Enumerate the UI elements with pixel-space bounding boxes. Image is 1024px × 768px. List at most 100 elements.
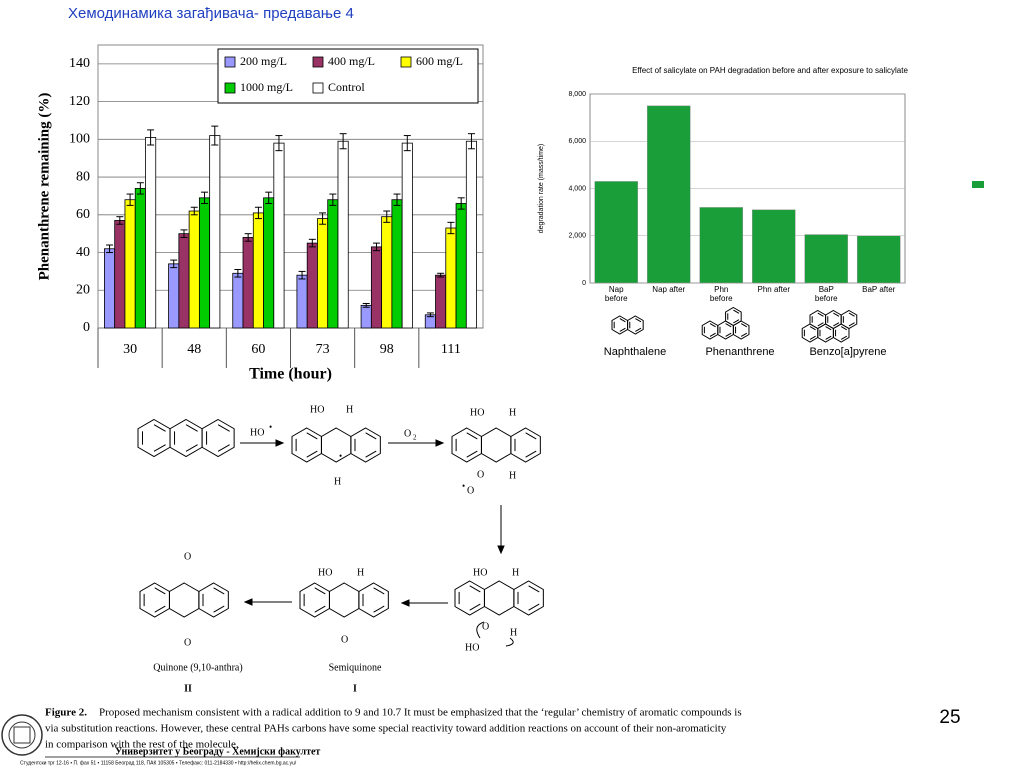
double-bond [525,432,537,440]
x-tick-label: 73 [316,342,330,357]
y-tick-label: 6,000 [568,138,586,145]
error-bar [329,193,337,206]
atom: H [334,476,341,487]
error-bar [116,216,124,225]
compound-number: I [353,683,357,694]
y-axis-title: degradation rate (mass/time) [538,144,545,233]
radical-dot: • [462,481,465,491]
legend-label: 200 mg/L [240,54,287,68]
double-bond [153,424,166,432]
x-tick-label: Phn after [757,285,790,294]
error-bar [136,182,144,195]
bar [856,235,901,284]
compound-label: Benzo[a]pyrene [809,346,886,358]
double-bond [314,605,326,613]
x-axis-title: Time (hour) [249,366,332,383]
double-bond [809,335,816,340]
bar [104,248,116,329]
bar [337,140,349,329]
double-bond [733,309,740,314]
error-bar [211,125,219,146]
error-bar [383,210,391,223]
bar [145,137,157,329]
atom: H [510,627,517,638]
double-bond [528,585,540,593]
double-bond [373,605,385,613]
legend-label: 600 mg/L [416,54,463,68]
legend-swatch [224,82,236,94]
double-bond [306,450,318,458]
bar [306,242,318,329]
y-axis-title: Phenanthrene remaining (%) [36,93,52,281]
bar [751,209,796,284]
y-tick-label: 0 [83,320,90,335]
error-bar [201,191,209,204]
bar [594,181,639,284]
atom: H [346,404,353,415]
ring [480,427,512,463]
ring [627,315,644,335]
bar [188,210,200,329]
bar [445,227,457,329]
double-bond [635,318,642,323]
y-tick-label: 2,000 [568,233,586,240]
ring [201,418,235,458]
double-bond [740,332,748,337]
bar [124,199,136,329]
y-tick-label: 40 [76,245,90,260]
bar [391,199,403,329]
arrows [240,439,514,647]
error-bar [106,244,114,254]
double-bond [154,605,166,613]
caption-line: Proposed mechanism consistent with a rad… [99,707,742,719]
error-bar [467,133,475,150]
error-bar [426,312,434,318]
error-bar [190,206,198,216]
compound-label: Naphthalene [604,346,666,358]
bar [360,304,372,329]
compound-label: Phenanthrene [705,346,774,358]
footer-address: Студентски трг 12-16 • П. фах 51 • 11158… [20,760,297,766]
double-bond [306,432,318,440]
atom: HO [318,567,332,578]
error-bar [126,193,134,206]
x-tick-label: 48 [187,342,201,357]
error-bar [234,269,242,278]
atom: HO [465,642,479,653]
subscript: 2 [413,434,417,442]
atom: O [184,551,191,562]
double-bond [740,323,748,328]
bar [296,274,308,329]
double-bond [217,444,230,452]
error-bar [447,221,455,235]
compound-name: Quinone (9,10-anthra) [153,662,242,673]
ring [198,582,229,618]
radical-dot: • [269,422,272,432]
atom: H [509,470,516,481]
double-bond [154,587,166,595]
x-tick-label: Phn before [709,285,733,303]
legend-label: 400 mg/L [328,54,375,68]
bar [455,203,467,329]
bar [252,212,264,329]
double-bond [314,587,326,595]
double-bond [619,327,626,332]
y-tick-label: 8,000 [568,91,586,98]
bar [263,197,275,329]
bar [465,140,477,329]
x-tick-label: 30 [123,342,137,357]
legend-label: Control [328,80,365,94]
bar [232,272,244,329]
bar [114,220,126,329]
error-bar [298,270,306,280]
error-bar [362,302,370,308]
atom: O [477,469,484,480]
error-bar [180,229,188,238]
double-bond [469,585,481,593]
x-tick-label: 98 [380,342,394,357]
atom: H [357,567,364,578]
error-bar [339,133,347,150]
bar [198,197,211,329]
